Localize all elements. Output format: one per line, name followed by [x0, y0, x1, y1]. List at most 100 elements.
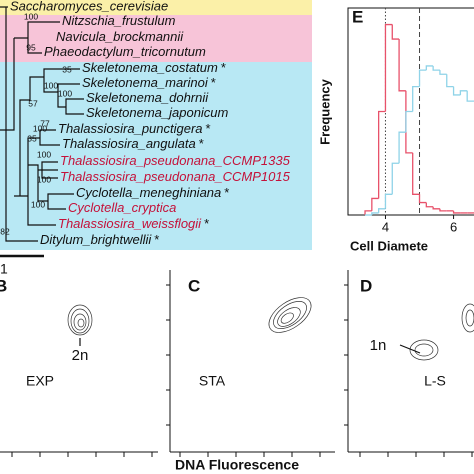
x-axis-label: Cell Diamete — [350, 238, 428, 253]
y-axis-label: Frequency — [317, 78, 332, 145]
histogram-step — [425, 65, 434, 71]
bootstrap: 57 — [28, 98, 38, 108]
histogram-step — [377, 208, 386, 213]
condition-label: EXP — [26, 373, 54, 389]
plot-frame — [347, 7, 474, 216]
bootstrap: 100 — [58, 88, 72, 98]
taxon-label: Phaeodactylum_tricornutum — [44, 44, 206, 59]
taxon-name: Ditylum_brightwellii — [40, 232, 152, 247]
histogram-step — [452, 86, 461, 96]
histogram-step — [405, 110, 413, 133]
histogram-step — [425, 202, 434, 208]
panel-letter: B — [0, 276, 7, 295]
band-outgroup — [0, 0, 312, 15]
bootstrap: 77 — [40, 118, 50, 128]
taxon-name: Nitzschia_frustulum — [62, 13, 176, 28]
histogram-step — [405, 90, 413, 154]
taxon-name: Skeletonema_costatum — [82, 60, 218, 75]
contour-b — [67, 304, 93, 346]
histogram-step — [391, 162, 400, 195]
taxon-mark: * — [221, 60, 226, 75]
histogram-step — [466, 90, 474, 102]
bootstrap: 100 — [37, 174, 51, 184]
histogram-step — [398, 39, 406, 92]
histogram-step — [432, 206, 440, 210]
bootstrap: 82 — [0, 226, 10, 236]
histogram-step — [412, 152, 420, 195]
bootstrap: 100 — [31, 199, 45, 209]
taxon-name: Thalassiosira_pseudonana_CCMP1335 — [60, 153, 291, 168]
histogram-step — [371, 197, 379, 211]
taxon-label: Skeletonema_japonicum — [86, 105, 229, 120]
contour-plots: B EXP 2n C STA D L-S 1n — [0, 270, 474, 457]
bootstrap: 100 — [44, 80, 58, 90]
taxon-label: Cyclotella_cryptica — [68, 200, 176, 215]
band-centric — [0, 62, 312, 250]
x-tick-label: 6 — [450, 219, 457, 234]
bootstrap: 100 — [24, 11, 38, 21]
taxon-mark: * — [199, 136, 204, 151]
taxon-label: Navicula_brockmannii — [56, 29, 184, 44]
histogram-step — [377, 110, 386, 199]
panel-letter: D — [360, 276, 372, 295]
contour-c — [268, 297, 312, 333]
histogram-step — [452, 210, 461, 214]
histogram-step — [384, 23, 393, 112]
taxa: Nitzschia_frustulumNavicula_brockmanniiP… — [40, 13, 291, 247]
taxon-name: Thalassiosira_pseudonana_CCMP1015 — [60, 169, 291, 184]
histogram-step — [391, 24, 400, 40]
tree-branches — [0, 6, 84, 258]
taxon-name: Cyclotella_meneghiniana — [76, 185, 221, 200]
taxon-name: Skeletonema_japonicum — [86, 105, 229, 120]
taxon-mark: * — [224, 185, 229, 200]
scale-label: 1 — [0, 261, 8, 277]
bootstrap: 100 — [37, 149, 51, 159]
histogram-step — [364, 210, 372, 215]
taxon-label: Thalassiosira_weissflogii * — [58, 216, 209, 231]
bootstrap: 100 — [33, 123, 47, 133]
ploidy-label: 2n — [72, 347, 89, 364]
taxon-label: Thalassiosira_pseudonana_CCMP1015 — [60, 169, 291, 184]
histogram-step — [459, 90, 468, 95]
taxon-name: Thalassiosira_angulata — [62, 136, 196, 151]
taxon-label: Skeletonema_costatum * — [82, 60, 226, 75]
histogram-step — [384, 193, 393, 209]
taxon-mark: * — [206, 121, 211, 136]
histogram-step — [446, 74, 454, 88]
taxon-name: Skeletonema_marinoi — [82, 75, 209, 90]
bootstrap: 35 — [62, 64, 72, 74]
bootstrap: 95 — [26, 42, 36, 52]
panel-letter: E — [352, 7, 363, 26]
taxon-name: Phaeodactylum_tricornutum — [44, 44, 206, 59]
taxon-mark: * — [204, 216, 209, 231]
histogram: 4 6 E Frequency Cell Diamete — [317, 7, 474, 253]
taxon-name: Thalassiosira_punctigera — [58, 121, 203, 136]
taxon-name: Skeletonema_dohrnii — [86, 90, 209, 105]
taxon-name: Thalassiosira_weissflogii — [58, 216, 202, 231]
histogram-step — [439, 70, 447, 75]
histogram-step — [432, 65, 440, 71]
x-axis-label: DNA Fluorescence — [175, 457, 299, 473]
histogram-step — [418, 194, 427, 204]
histogram-step — [398, 131, 406, 164]
taxon-name: Navicula_brockmannii — [56, 29, 184, 44]
taxon-label: Skeletonema_marinoi * — [82, 75, 216, 90]
taxon-label: Cyclotella_meneghiniana * — [76, 185, 229, 200]
taxon-label: Nitzschia_frustulum — [62, 13, 176, 28]
histogram-step — [412, 86, 420, 112]
contour-d — [399, 303, 474, 361]
condition-label: L-S — [424, 373, 446, 389]
taxon-name: Cyclotella_cryptica — [68, 200, 176, 215]
histogram-step — [418, 69, 427, 87]
panel-letter: C — [188, 276, 200, 295]
outgroup-label: Saccharomyces_cerevisiae — [10, 0, 168, 13]
taxon-label: Thalassiosira_punctigera * — [58, 121, 211, 136]
band-pennate — [0, 15, 312, 62]
histogram-step — [371, 212, 379, 215]
taxon-label: Thalassiosira_angulata * — [62, 136, 204, 151]
condition-label: STA — [199, 373, 226, 389]
taxon-mark: * — [211, 75, 216, 90]
ploidy-label: 1n — [370, 337, 387, 354]
